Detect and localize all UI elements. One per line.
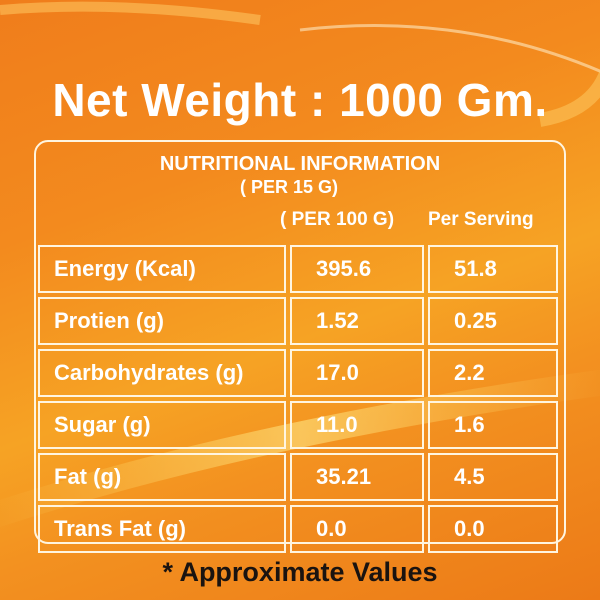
nutrient-label: Trans Fat (g) — [38, 505, 286, 553]
nutrient-label: Fat (g) — [38, 453, 286, 501]
table-row-energy: Energy (Kcal) 395.6 51.8 — [38, 245, 558, 293]
value-per-serving: 51.8 — [428, 245, 558, 293]
value-per-100g: 395.6 — [290, 245, 424, 293]
value-per-serving: 0.0 — [428, 505, 558, 553]
value-per-serving: 2.2 — [428, 349, 558, 397]
table-row-sugar: Sugar (g) 11.0 1.6 — [38, 401, 558, 449]
table-row-carbohydrates: Carbohydrates (g) 17.0 2.2 — [38, 349, 558, 397]
nutrition-table: Energy (Kcal) 395.6 51.8 Protien (g) 1.5… — [38, 245, 558, 553]
nutrient-label: Sugar (g) — [38, 401, 286, 449]
value-per-100g: 1.52 — [290, 297, 424, 345]
nutrient-label: Energy (Kcal) — [38, 245, 286, 293]
table-row-trans-fat: Trans Fat (g) 0.0 0.0 — [38, 505, 558, 553]
table-row-fat: Fat (g) 35.21 4.5 — [38, 453, 558, 501]
table-row-protein: Protien (g) 1.52 0.25 — [38, 297, 558, 345]
serving-size-note: ( PER 15 G) — [240, 177, 339, 197]
nutrition-panel — [34, 140, 566, 544]
net-weight-heading: Net Weight : 1000 Gm. — [52, 74, 548, 126]
column-header-per-100g: ( PER 100 G) — [280, 209, 395, 230]
value-per-100g: 35.21 — [290, 453, 424, 501]
nutrient-label: Protien (g) — [38, 297, 286, 345]
value-per-100g: 17.0 — [290, 349, 424, 397]
nutrient-label: Carbohydrates (g) — [38, 349, 286, 397]
value-per-serving: 1.6 — [428, 401, 558, 449]
value-per-100g: 0.0 — [290, 505, 424, 553]
approximate-values-note: * Approximate Values — [162, 557, 438, 587]
value-per-serving: 0.25 — [428, 297, 558, 345]
nutrition-title: NUTRITIONAL INFORMATION — [159, 153, 441, 175]
value-per-100g: 11.0 — [290, 401, 424, 449]
value-per-serving: 4.5 — [428, 453, 558, 501]
column-header-per-serving: Per Serving — [428, 209, 534, 230]
